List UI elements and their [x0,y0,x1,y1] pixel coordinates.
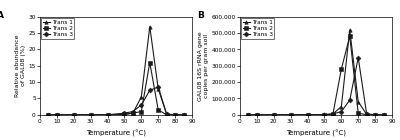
Trans 1 [122,113,127,115]
Legend: Trans 1, Trans 2, Trans 3: Trans 1, Trans 2, Trans 3 [41,18,74,39]
Trans 1 [71,114,76,116]
Trans 2 [381,114,386,116]
Trans 2 [54,114,59,116]
Trans 2 [246,114,251,116]
Trans 2 [71,114,76,116]
Trans 1 [139,96,144,98]
Trans 1 [181,114,186,116]
Trans 2 [330,113,335,115]
Trans 3 [373,114,378,116]
Trans 3 [54,114,59,116]
Trans 1 [105,114,110,116]
Trans 2 [173,114,178,116]
Trans 1 [88,114,93,116]
Trans 2 [139,111,144,112]
Trans 1 [254,114,259,116]
Trans 2 [181,114,186,116]
Trans 2 [288,114,293,116]
Trans 1 [305,114,310,116]
Trans 2 [305,114,310,116]
Trans 3 [181,114,186,116]
Trans 2 [373,114,378,116]
Y-axis label: Relative abundance
of GAL08 (%): Relative abundance of GAL08 (%) [15,35,26,97]
Trans 1 [246,114,251,116]
Trans 3 [347,99,352,101]
Line: Trans 1: Trans 1 [247,28,385,116]
Trans 3 [147,89,152,91]
Trans 3 [356,57,361,59]
Trans 1 [46,114,51,116]
Trans 1 [271,114,276,116]
Trans 2 [164,114,169,116]
Trans 3 [46,114,51,116]
Trans 3 [130,111,135,112]
Trans 1 [164,114,169,115]
Trans 3 [139,104,144,106]
Trans 2 [147,62,152,63]
Trans 1 [322,114,327,115]
Text: A: A [0,11,4,20]
Trans 1 [339,106,344,108]
Trans 1 [173,114,178,116]
Trans 3 [105,114,110,116]
X-axis label: Temperature (°C): Temperature (°C) [86,130,146,137]
Trans 3 [246,114,251,116]
Line: Trans 2: Trans 2 [47,61,185,116]
Trans 2 [322,114,327,116]
Trans 3 [305,114,310,116]
Trans 3 [156,86,161,88]
Trans 3 [88,114,93,116]
Trans 2 [364,114,369,116]
Trans 2 [156,109,161,111]
Trans 3 [364,113,369,115]
Trans 1 [156,88,161,89]
Trans 2 [88,114,93,116]
Trans 3 [330,113,335,115]
Trans 3 [254,114,259,116]
Trans 3 [122,112,127,114]
Trans 3 [271,114,276,116]
Trans 3 [288,114,293,116]
Trans 2 [271,114,276,116]
Trans 3 [339,111,344,112]
Line: Trans 3: Trans 3 [247,56,385,116]
Line: Trans 3: Trans 3 [47,85,185,116]
Trans 1 [364,114,369,115]
Text: B: B [198,11,204,20]
Trans 3 [164,113,169,115]
Trans 1 [347,29,352,31]
Trans 3 [173,114,178,116]
Trans 2 [356,112,361,114]
Trans 3 [71,114,76,116]
Trans 2 [105,114,110,116]
Trans 1 [373,114,378,116]
Trans 1 [147,26,152,27]
Line: Trans 1: Trans 1 [47,25,185,116]
Legend: Trans 1, Trans 2, Trans 3: Trans 1, Trans 2, Trans 3 [241,18,274,39]
Trans 1 [54,114,59,116]
Trans 1 [288,114,293,116]
Trans 1 [381,114,386,116]
Trans 2 [254,114,259,116]
Y-axis label: GAL08 16S rRNA gene
copies per gram soil: GAL08 16S rRNA gene copies per gram soil [198,31,209,101]
Trans 2 [347,36,352,37]
Trans 3 [381,114,386,116]
Trans 2 [122,114,127,115]
Trans 2 [46,114,51,116]
Trans 3 [322,114,327,116]
Trans 2 [339,68,344,70]
Trans 1 [330,113,335,115]
Trans 1 [356,101,361,103]
Trans 2 [130,112,135,114]
Trans 1 [130,112,135,114]
Line: Trans 2: Trans 2 [247,35,385,116]
X-axis label: Temperature (°C): Temperature (°C) [286,130,346,137]
